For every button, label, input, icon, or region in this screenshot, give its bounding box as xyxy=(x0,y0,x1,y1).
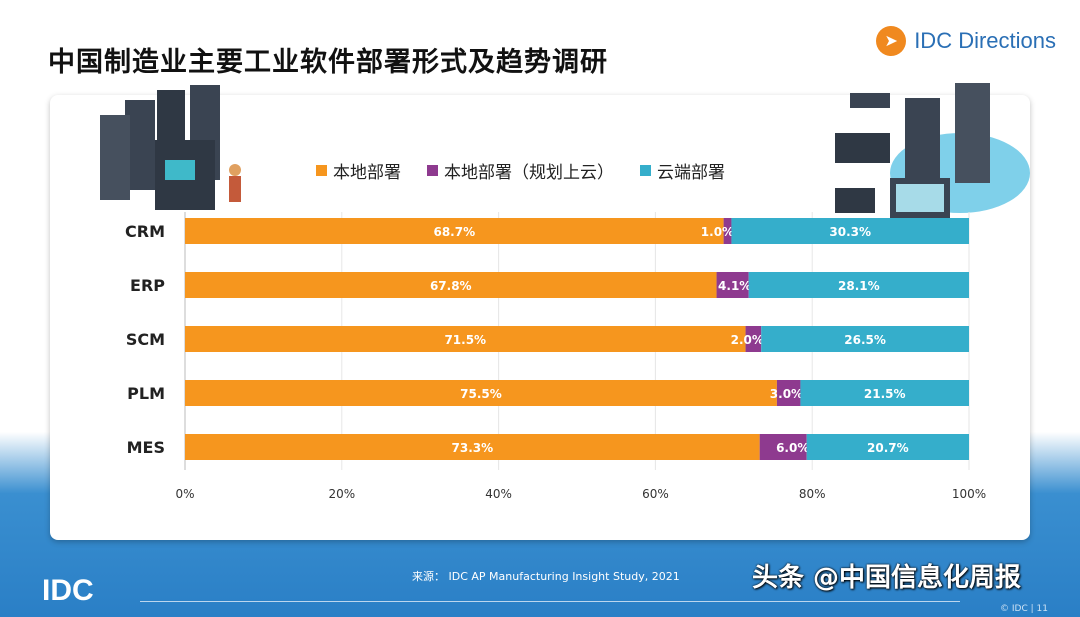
legend-swatch xyxy=(640,165,651,176)
data-label: 71.5% xyxy=(444,333,486,347)
legend-label: 本地部署（规划上云） xyxy=(444,163,614,183)
data-label: 2.0% xyxy=(731,333,764,347)
data-label: 28.1% xyxy=(838,279,880,293)
brand-name: IDC Directions xyxy=(914,28,1056,53)
legend-item: 本地部署（规划上云） xyxy=(427,158,614,183)
bar-segment xyxy=(806,434,969,460)
x-tick-label: 20% xyxy=(328,487,355,501)
bar-segment xyxy=(748,272,969,298)
bar-segment xyxy=(800,380,969,406)
data-label: 20.7% xyxy=(867,441,909,455)
category-label: ERP xyxy=(130,276,165,295)
bar-segment xyxy=(716,272,749,298)
data-label: 4.1% xyxy=(718,279,751,293)
compass-icon: ➤ xyxy=(876,26,907,56)
category-label: PLM xyxy=(127,384,165,403)
data-label: 26.5% xyxy=(844,333,886,347)
legend-swatch xyxy=(427,165,438,176)
bar-segment xyxy=(185,326,746,352)
legend-label: 本地部署 xyxy=(333,163,401,183)
data-label: 73.3% xyxy=(452,441,494,455)
x-tick-label: 60% xyxy=(642,487,669,501)
data-label: 67.8% xyxy=(430,279,472,293)
category-label: SCM xyxy=(126,330,165,349)
bar-segment xyxy=(185,272,717,298)
data-label: 68.7% xyxy=(433,225,475,239)
idc-logo: IDC xyxy=(42,574,94,607)
page-number: © IDC | 11 xyxy=(1000,604,1048,614)
x-tick-label: 80% xyxy=(799,487,826,501)
bar-segment xyxy=(759,434,807,460)
data-label: 3.0% xyxy=(770,387,803,401)
brand: ➤ IDC Directions xyxy=(876,26,1056,56)
x-tick-label: 40% xyxy=(485,487,512,501)
legend-item: 云端部署 xyxy=(640,158,725,183)
data-label: 21.5% xyxy=(864,387,906,401)
server-room-illustration xyxy=(100,85,241,210)
bar-segment xyxy=(745,326,762,352)
bar-segment xyxy=(723,218,732,244)
category-label: MES xyxy=(127,438,165,457)
data-label: 30.3% xyxy=(829,225,871,239)
bar-segment xyxy=(761,326,969,352)
footer-divider xyxy=(140,601,960,602)
bar-segment xyxy=(731,218,969,244)
source-note: 来源： IDC AP Manufacturing Insight Study, … xyxy=(412,570,680,583)
legend-swatch xyxy=(316,165,327,176)
watermark: 头条 @中国信息化周报 xyxy=(752,563,1022,593)
bar-segment xyxy=(185,434,760,460)
bar-segment xyxy=(185,218,724,244)
bar-segment xyxy=(776,380,801,406)
category-label: CRM xyxy=(125,222,165,241)
bar-segment xyxy=(185,380,777,406)
x-tick-label: 0% xyxy=(175,487,194,501)
data-label: 75.5% xyxy=(460,387,502,401)
legend-label: 云端部署 xyxy=(657,163,725,183)
legend: 本地部署 本地部署（规划上云） 云端部署 xyxy=(316,158,725,183)
data-label: 1.0% xyxy=(701,225,734,239)
data-label: 6.0% xyxy=(776,441,809,455)
legend-item: 本地部署 xyxy=(316,158,401,183)
cloud-network-illustration xyxy=(835,83,1030,218)
page-title: 中国制造业主要工业软件部署形式及趋势调研 xyxy=(48,47,608,78)
x-tick-label: 100% xyxy=(952,487,986,501)
